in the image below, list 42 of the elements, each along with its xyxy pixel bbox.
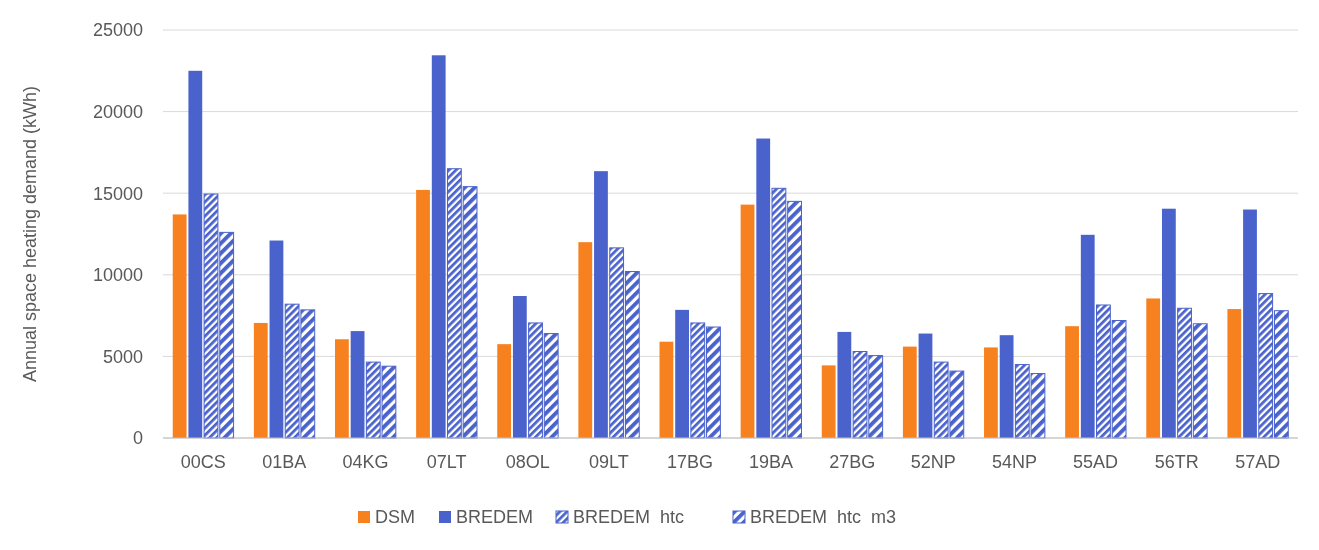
bar: [334, 339, 349, 438]
bar: [918, 333, 933, 438]
x-tick-label: 27BG: [829, 452, 876, 472]
legend-label: BREDEM htc m3: [750, 507, 897, 527]
x-tick-label: 55AD: [1073, 452, 1119, 472]
bar: [497, 344, 512, 438]
y-axis-title: Annual space heating demand (kWh): [20, 85, 40, 383]
y-tick-label: 25000: [92, 20, 143, 41]
bar: [821, 365, 836, 438]
y-tick-label: 10000: [92, 265, 143, 286]
legend-label: DSM: [375, 507, 415, 527]
x-tick-label: 07LT: [426, 452, 467, 472]
y-tick-label: 15000: [92, 183, 143, 204]
x-tick-label: 56TR: [1154, 452, 1199, 472]
bar: [269, 240, 284, 438]
bar: [1146, 298, 1161, 438]
bar: [578, 242, 593, 438]
x-tick-label: 01BA: [262, 452, 307, 472]
x-tick-label: 54NP: [991, 452, 1037, 472]
legend-label: BREDEM htc: [573, 507, 685, 527]
bar: [1065, 326, 1079, 438]
bar: [172, 214, 187, 438]
x-tick-label: 52NP: [910, 452, 956, 472]
bar: [350, 331, 365, 438]
y-tick-label: 0: [132, 428, 143, 449]
y-tick-label: 5000: [102, 346, 143, 367]
legend-label: BREDEM: [456, 507, 534, 527]
y-tick-label: 20000: [92, 101, 143, 122]
bar: [902, 346, 917, 438]
x-tick-label: 57AD: [1235, 452, 1281, 472]
bar: [984, 347, 998, 438]
x-tick-label: 08OL: [505, 452, 550, 472]
x-tick-label: 04KG: [342, 452, 389, 472]
x-tick-label: 17BG: [666, 452, 713, 472]
bar: [659, 341, 674, 438]
bar: [253, 322, 268, 438]
bar: [1227, 309, 1242, 438]
x-tick-label: 09LT: [588, 452, 629, 472]
bar: [416, 189, 430, 438]
x-tick-label: 00CS: [180, 452, 226, 472]
bar: [740, 204, 755, 438]
x-tick-label: 19BA: [749, 452, 794, 472]
